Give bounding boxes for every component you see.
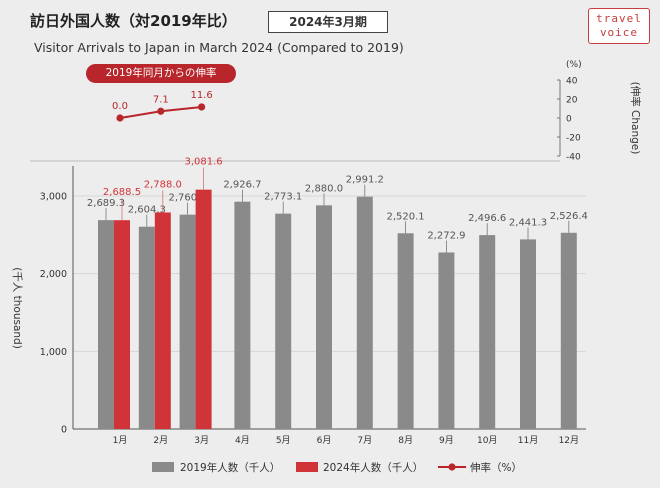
bar-2019-label: 2,520.1 (387, 211, 425, 222)
bar-2024-label: 2,788.0 (144, 179, 182, 190)
bar-2019-label: 2,526.4 (550, 211, 588, 222)
growth-y-tick-label: 40 (566, 77, 578, 87)
y-tick-label: 2,000 (40, 269, 67, 280)
bar-2024-label: 2,688.5 (103, 187, 141, 198)
growth-y-tick-label: -20 (566, 134, 581, 144)
bar-2019 (316, 205, 332, 429)
period-badge: 2024年3月期 (268, 11, 388, 33)
legend-swatch-2024 (296, 462, 318, 472)
bar-2019-label: 2,496.6 (468, 213, 506, 224)
travelvoice-logo: travel voice (588, 8, 650, 44)
bar-2024 (195, 189, 212, 429)
bar-2019-label: 2,689.3 (87, 198, 125, 209)
y-tick-label: 0 (61, 425, 67, 436)
growth-point (116, 114, 124, 122)
growth-point (198, 103, 206, 111)
bar-2019 (520, 239, 536, 429)
legend-label-growth: 伸率（%） (470, 461, 522, 474)
growth-y-axis-title: (伸率 Change) (629, 82, 642, 155)
bar-2019-label: 2,272.9 (427, 230, 465, 241)
bar-2024 (154, 212, 171, 429)
growth-y-unit: (%) (566, 60, 582, 70)
x-tick-label: 4月 (235, 435, 250, 446)
x-tick-label: 5月 (276, 435, 291, 446)
growth-point (157, 107, 165, 115)
bar-2019 (138, 226, 155, 429)
x-tick-label: 3月 (194, 435, 209, 446)
legend-marker-growth (448, 463, 456, 471)
bar-2019-label: 2,991.2 (346, 175, 384, 186)
x-tick-label: 1月 (113, 435, 128, 446)
logo-line-2: voice (599, 26, 639, 39)
bar-2019 (560, 232, 577, 429)
chart-title: 訪日外国人数（対2019年比） (30, 12, 237, 30)
legend-label-2024: 2024年人数（千人） (323, 461, 423, 474)
x-tick-label: 7月 (357, 435, 372, 446)
y-axis-title: (千人 thousand) (11, 267, 23, 349)
chart-subtitle: Visitor Arrivals to Japan in March 2024 … (34, 40, 404, 55)
x-tick-label: 6月 (317, 435, 332, 446)
growth-chart-title: 2019年同月からの伸率 (86, 64, 236, 83)
x-tick-label: 10月 (477, 435, 497, 446)
bar-2024 (114, 220, 130, 429)
bar-2019 (438, 252, 455, 429)
logo-line-1: travel (596, 12, 642, 25)
bar-2019 (179, 214, 196, 429)
bar-2019 (98, 220, 114, 429)
x-tick-label: 8月 (398, 435, 413, 446)
growth-data-label: 11.6 (190, 90, 212, 101)
bar-2019 (479, 235, 496, 429)
legend-swatch-2019 (152, 462, 174, 472)
bar-2019 (397, 233, 414, 429)
growth-data-label: 0.0 (112, 101, 128, 112)
bar-2019-label: 2,926.7 (223, 180, 261, 191)
growth-y-tick-label: 20 (566, 96, 578, 106)
x-tick-label: 12月 (559, 435, 579, 446)
bar-2019 (234, 201, 251, 429)
bar-2019-label: 2,773.1 (264, 192, 302, 203)
x-tick-label: 9月 (439, 435, 454, 446)
legend-label-2019: 2019年人数（千人） (180, 461, 280, 474)
bar-2019 (356, 196, 373, 429)
x-tick-label: 11月 (518, 435, 538, 446)
growth-y-tick-label: -40 (566, 153, 581, 163)
bar-2019-label: 2,760.1 (169, 193, 207, 204)
bar-2019-label: 2,880.0 (305, 183, 343, 194)
growth-data-label: 7.1 (153, 94, 169, 105)
growth-y-tick-label: 0 (566, 115, 572, 125)
y-tick-label: 1,000 (40, 347, 67, 358)
y-tick-label: 3,000 (40, 192, 67, 203)
bar-2019-label: 2,604.3 (128, 205, 166, 216)
x-tick-label: 2月 (153, 435, 168, 446)
bar-2024-label: 3,081.6 (185, 157, 223, 168)
bar-2019-label: 2,441.3 (509, 217, 547, 228)
bar-2019 (275, 213, 292, 429)
